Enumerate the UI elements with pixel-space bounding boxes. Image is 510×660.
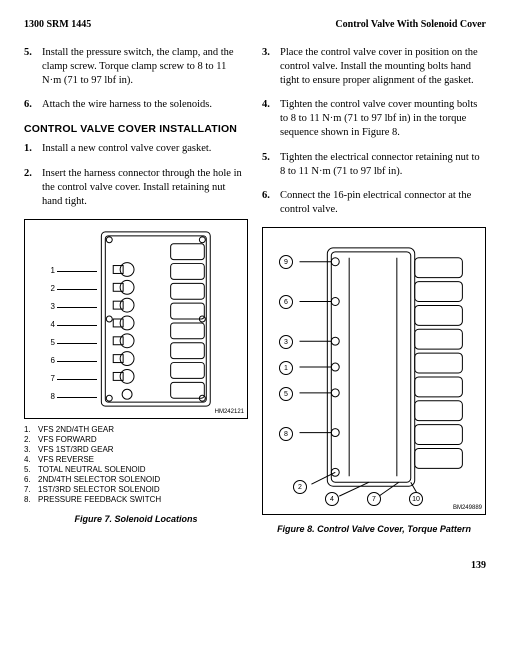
callout-8: 8 (45, 392, 97, 403)
legend-row: 4.VFS REVERSE (24, 455, 248, 465)
legend-row: 5.TOTAL NEUTRAL SOLENOID (24, 465, 248, 475)
legend-row: 6.2ND/4TH SELECTOR SOLENOID (24, 475, 248, 485)
figure-7-caption: Figure 7. Solenoid Locations (24, 513, 248, 525)
step-item: 5. Tighten the electrical connector reta… (262, 151, 486, 179)
callout-4: 4 (45, 320, 97, 331)
figure-7-legend: 1.VFS 2ND/4TH GEAR 2.VFS FORWARD 3.VFS 1… (24, 425, 248, 505)
page-header: 1300 SRM 1445 Control Valve With Solenoi… (24, 18, 486, 32)
legend-row: 3.VFS 1ST/3RD GEAR (24, 445, 248, 455)
step-item: 4. Tighten the control valve cover mount… (262, 98, 486, 141)
step-text: Connect the 16-pin electrical connector … (280, 189, 486, 217)
legend-row: 8.PRESSURE FEEDBACK SWITCH (24, 495, 248, 505)
step-item: 1. Install a new control valve cover gas… (24, 142, 248, 156)
left-column: 5. Install the pressure switch, the clam… (24, 46, 248, 536)
figure-7-box: 1 2 3 4 5 6 7 8 HM242121 (24, 219, 248, 419)
step-number: 5. (24, 46, 42, 89)
header-left: 1300 SRM 1445 (24, 18, 91, 32)
header-right: Control Valve With Solenoid Cover (335, 18, 486, 32)
step-text: Tighten the control valve cover mounting… (280, 98, 486, 141)
step-text: Install the pressure switch, the clamp, … (42, 46, 248, 89)
figure-7-svg (25, 220, 247, 418)
callout-6: 6 (45, 356, 97, 367)
step-text: Place the control valve cover in positio… (280, 46, 486, 89)
step-item: 6. Attach the wire harness to the soleno… (24, 98, 248, 112)
callout-7: 7 (45, 374, 97, 385)
step-text: Tighten the electrical connector retaini… (280, 151, 486, 179)
callout-2: 2 (45, 284, 97, 295)
figure-8-id: BM249889 (453, 504, 482, 512)
step-number: 5. (262, 151, 280, 179)
legend-row: 2.VFS FORWARD (24, 435, 248, 445)
section-steps: 1. Install a new control valve cover gas… (24, 142, 248, 209)
step-text: Insert the harness connector through the… (42, 167, 248, 210)
pre-section-steps: 5. Install the pressure switch, the clam… (24, 46, 248, 113)
step-number: 6. (262, 189, 280, 217)
legend-row: 1.VFS 2ND/4TH GEAR (24, 425, 248, 435)
figure-8-box: 9 6 3 1 5 8 2 4 7 10 BM249889 (262, 227, 486, 515)
step-text: Install a new control valve cover gasket… (42, 142, 248, 156)
legend-row: 7.1ST/3RD SELECTOR SOLENOID (24, 485, 248, 495)
two-column-layout: 5. Install the pressure switch, the clam… (24, 46, 486, 536)
figure-8-svg (263, 228, 485, 514)
step-number: 6. (24, 98, 42, 112)
step-number: 3. (262, 46, 280, 89)
step-item: 5. Install the pressure switch, the clam… (24, 46, 248, 89)
step-text: Attach the wire harness to the solenoids… (42, 98, 248, 112)
section-heading: CONTROL VALVE COVER INSTALLATION (24, 122, 248, 136)
step-number: 4. (262, 98, 280, 141)
step-item: 6. Connect the 16-pin electrical connect… (262, 189, 486, 217)
right-steps: 3. Place the control valve cover in posi… (262, 46, 486, 218)
callout-5: 5 (45, 338, 97, 349)
page-number: 139 (24, 559, 486, 573)
step-item: 2. Insert the harness connector through … (24, 167, 248, 210)
step-number: 1. (24, 142, 42, 156)
callout-1: 1 (45, 266, 97, 277)
callout-3: 3 (45, 302, 97, 313)
step-item: 3. Place the control valve cover in posi… (262, 46, 486, 89)
right-column: 3. Place the control valve cover in posi… (262, 46, 486, 536)
figure-8-caption: Figure 8. Control Valve Cover, Torque Pa… (262, 523, 486, 535)
step-number: 2. (24, 167, 42, 210)
figure-7-id: HM242121 (215, 408, 244, 416)
